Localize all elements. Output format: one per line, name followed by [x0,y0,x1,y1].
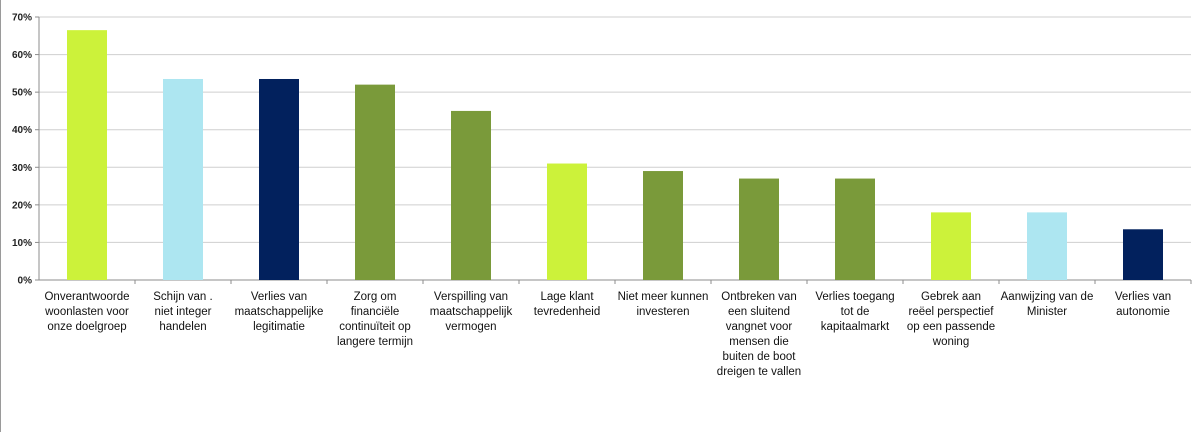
y-tick-label: 50% [12,88,32,99]
x-tick-label: Verlies van autonomie [1115,291,1171,318]
bar [931,212,971,280]
y-tick-label: 0% [18,276,33,287]
bar [1123,229,1163,280]
y-tick-label: 20% [12,200,32,211]
x-axis-ticks: Onverantwoorde woonlasten voor onze doelgr… [44,291,1171,378]
bar [643,171,683,280]
bar [163,78,203,280]
bar [835,178,875,280]
x-tick-label: Zorg om financiële continuïteit op langere … [337,291,413,348]
x-tick-label: Verlies van maatschappelijke legitimatie [235,291,324,333]
x-tick-label: Aanwijzing van de Minister [1001,291,1094,318]
bar [355,84,395,280]
y-tick-label: 70% [12,13,32,24]
bar-layer [67,30,1163,281]
x-tick-label: Verlies toegang tot de kapitaalmarkt [815,291,894,333]
bar [739,178,779,280]
grid-layer [35,16,1192,284]
x-tick-label: Gebrek aan reëel perspectief op een passen… [907,291,995,348]
x-tick-label: Onverantwoorde woonlasten voor onze doelgr… [44,291,129,333]
x-tick-label: Ontbreken van een sluitend vangnet voor men… [717,291,801,378]
bar [1027,212,1067,280]
x-tick-label: Niet meer kunnen investeren [618,291,709,318]
y-tick-label: 10% [12,238,32,249]
y-axis-ticks: 0% 10% 20% 30% 40% 50% 60% 70% [12,13,32,287]
x-tick-label: Verspilling van maatschappelijk vermogen [430,291,513,333]
bar [259,78,299,280]
y-tick-label: 40% [12,125,32,136]
x-tick-label: Lage klant tevredenheid [534,291,601,318]
x-tick-label: Schijn van . niet integer handelen [153,291,212,333]
y-tick-label: 30% [12,163,32,174]
bar [451,110,491,280]
y-tick-label: 60% [12,50,32,61]
bar [67,30,107,281]
bar [547,163,587,280]
